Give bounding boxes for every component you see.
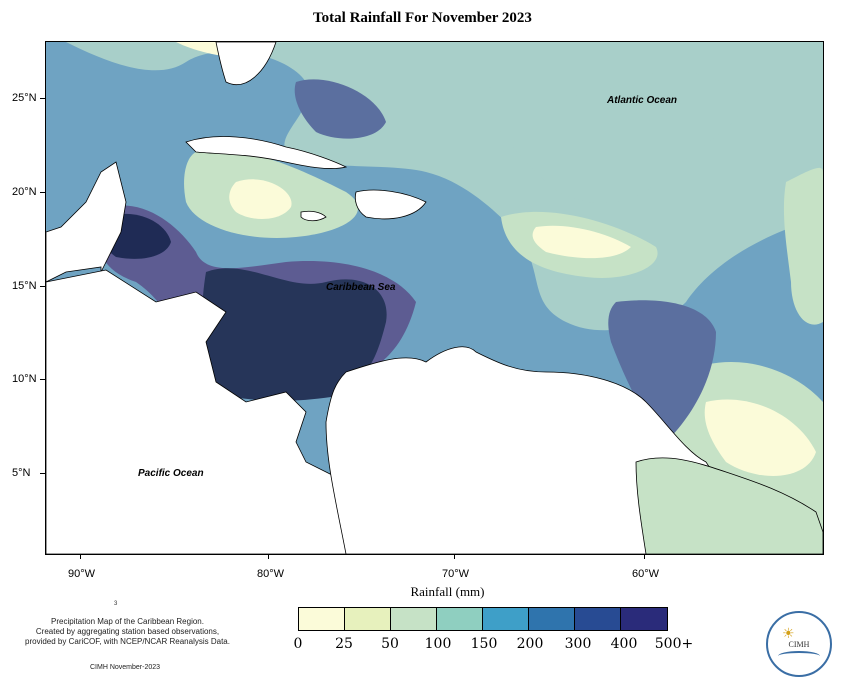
field-zone-0b	[532, 225, 631, 259]
x-tick	[268, 554, 269, 559]
legend-swatch	[437, 608, 483, 630]
legend-label: 300	[564, 636, 592, 652]
credit-text: Precipitation Map of the Caribbean Regio…	[10, 617, 245, 647]
legend-swatch	[391, 608, 437, 630]
caribbean-sea-label: Caribbean Sea	[326, 282, 396, 293]
credit-line: provided by CariCOF, with NCEP/NCAR Rean…	[25, 637, 230, 646]
x-tick	[644, 554, 645, 559]
credit-line: Precipitation Map of the Caribbean Regio…	[51, 617, 204, 626]
legend-label: 150	[470, 636, 498, 652]
x-axis-label: 60°W	[632, 568, 660, 580]
y-axis-label: 15°N	[12, 280, 37, 292]
y-tick	[40, 473, 45, 474]
land-yucatan	[46, 161, 127, 283]
credit-date: CIMH November-2023	[90, 664, 161, 671]
rainfall-map	[45, 41, 824, 555]
legend-label: 50	[381, 636, 399, 652]
legend-swatch	[529, 608, 575, 630]
y-tick	[40, 192, 45, 193]
y-axis-label: 10°N	[12, 373, 37, 385]
legend-label: 200	[516, 636, 544, 652]
land-guianas	[635, 457, 823, 554]
field-zone-300	[294, 79, 386, 139]
legend-swatch	[345, 608, 391, 630]
field-zone-100b	[476, 71, 746, 203]
atlantic-ocean-label: Atlantic Ocean	[607, 95, 678, 106]
land-cuba	[185, 136, 348, 169]
legend-label: 100	[424, 636, 452, 652]
legend-colorbar	[298, 607, 668, 631]
wave-icon	[778, 651, 820, 661]
legend-swatch	[621, 608, 667, 630]
land-hispaniola	[354, 189, 427, 220]
credit-line: Created by aggregating station based obs…	[35, 627, 220, 636]
x-axis-label: 70°W	[442, 568, 470, 580]
legend-label: 500+	[654, 636, 694, 652]
x-tick	[80, 554, 81, 559]
rainfall-field	[46, 42, 823, 554]
map-title: Total Rainfall For November 2023	[313, 10, 532, 26]
field-zone-50d	[783, 167, 823, 325]
legend-swatch	[483, 608, 529, 630]
y-axis-label: 25°N	[12, 92, 37, 104]
legend-label: 400	[610, 636, 638, 652]
y-tick	[40, 379, 45, 380]
x-tick	[454, 554, 455, 559]
legend-title: Rainfall (mm)	[410, 584, 485, 599]
field-zone-300b	[608, 300, 716, 442]
legend-label: 25	[335, 636, 353, 652]
credit-mark: 3	[114, 601, 118, 607]
logo-name: CIMH	[788, 640, 810, 649]
sun-icon: ☀	[782, 625, 795, 641]
y-tick	[40, 286, 45, 287]
y-axis-label: 5°N	[12, 467, 31, 479]
legend-swatch	[299, 608, 345, 630]
field-zone-0	[229, 179, 292, 219]
legend-label: 0	[293, 636, 303, 652]
x-axis-label: 90°W	[68, 568, 96, 580]
field-zone-500b	[202, 268, 387, 401]
legend-swatch	[575, 608, 621, 630]
land-florida	[215, 42, 277, 85]
cimh-logo: ☀ CIMH	[766, 611, 832, 677]
y-axis-label: 20°N	[12, 186, 37, 198]
pacific-ocean-label: Pacific Ocean	[138, 468, 204, 479]
x-axis-label: 80°W	[257, 568, 285, 580]
field-zone-0d	[704, 399, 816, 476]
y-tick	[40, 98, 45, 99]
land-jamaica	[300, 210, 327, 222]
